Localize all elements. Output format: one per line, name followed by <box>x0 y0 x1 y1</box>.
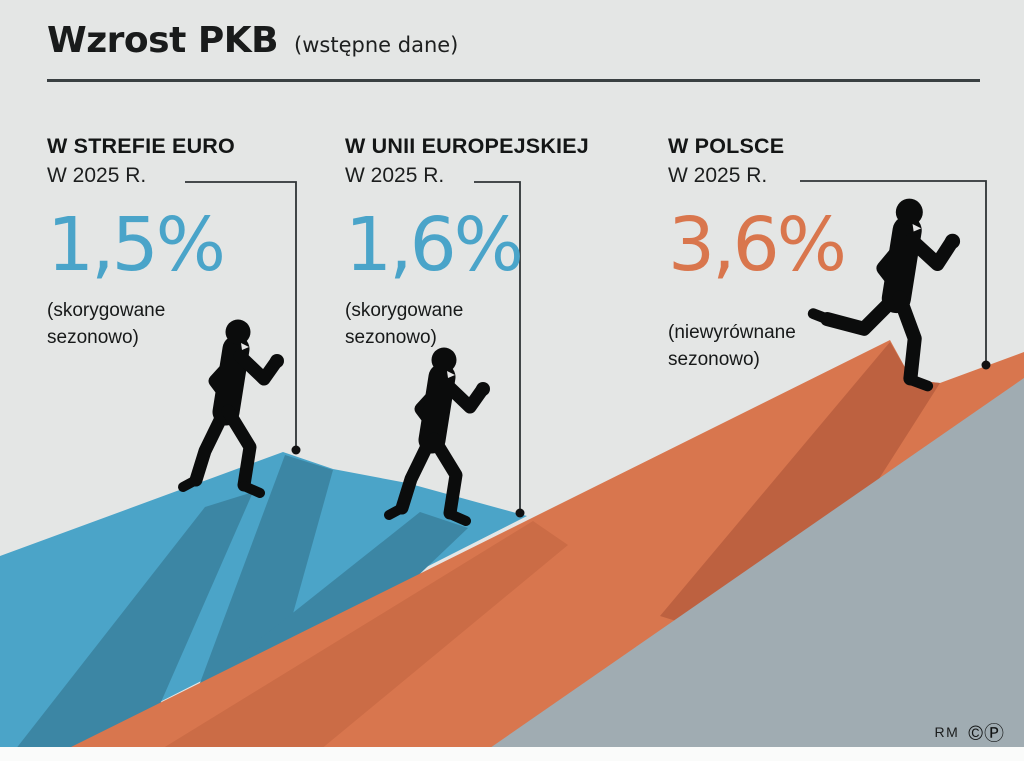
eu-connector-line <box>474 181 521 510</box>
runner1-shadow <box>15 492 253 750</box>
title-divider <box>47 79 980 82</box>
poland-value: 3,6% <box>668 202 847 288</box>
connectors <box>185 180 991 518</box>
runner-front-arm <box>904 233 959 271</box>
poland-period: W 2025 R. <box>668 164 768 187</box>
eurozone-connector-dot <box>291 445 301 455</box>
stat-column-poland: W POLSCE W 2025 R. 3,6% (niewyrównane se… <box>668 134 847 373</box>
stat-column-eurozone: W STREFIE EURO W 2025 R. 1,5% (skorygowa… <box>47 134 235 351</box>
runner-rear-leg <box>820 291 902 336</box>
future-slope <box>490 378 1024 748</box>
eurozone-note: (skorygowane sezonowo) <box>47 300 166 348</box>
runner-head <box>895 198 923 226</box>
runner-front-leg <box>892 290 922 386</box>
runner-fist <box>944 233 961 249</box>
eurozone-connector-line <box>185 181 297 447</box>
copyright-symbols: ©Ⓟ <box>968 717 1005 746</box>
eu-connector-dot <box>515 508 525 518</box>
eu-note: (skorygowane sezonowo) <box>345 300 464 348</box>
runner-silhouette-poland <box>807 198 961 392</box>
page-title: Wzrost PKB <box>47 20 279 61</box>
copyright-icon: © <box>968 723 984 745</box>
eurozone-value: 1,5% <box>47 202 226 288</box>
poland-connector-line <box>800 180 987 362</box>
runner-front-foot <box>905 374 934 392</box>
orange-ledge-face-shadow <box>660 342 940 650</box>
poland-header: W POLSCE <box>668 134 785 158</box>
footer-credits: RM ©Ⓟ <box>934 717 1005 746</box>
runner-collar <box>912 224 922 232</box>
bottom-margin <box>0 747 1024 761</box>
eu-header: W UNII EUROPEJSKIEJ <box>345 134 589 158</box>
phonogram-icon: Ⓟ <box>984 723 1005 745</box>
author-initials: RM <box>934 723 960 740</box>
masthead: Wzrost PKB (wstępne dane) <box>47 20 458 61</box>
runner-rear-foot <box>807 308 833 325</box>
page-subtitle: (wstępne dane) <box>294 33 459 57</box>
poland-connector-dot <box>981 360 991 370</box>
stat-column-eu: W UNII EUROPEJSKIEJ W 2025 R. 1,6% (skor… <box>345 134 589 351</box>
eurozone-period: W 2025 R. <box>47 164 147 187</box>
eurozone-header: W STREFIE EURO <box>47 134 235 158</box>
eu-period: W 2025 R. <box>345 164 445 187</box>
eu-value: 1,6% <box>345 202 524 288</box>
orange-ramp-mid-shadow <box>160 521 568 750</box>
poland-note: (niewyrównane sezonowo) <box>668 322 796 370</box>
